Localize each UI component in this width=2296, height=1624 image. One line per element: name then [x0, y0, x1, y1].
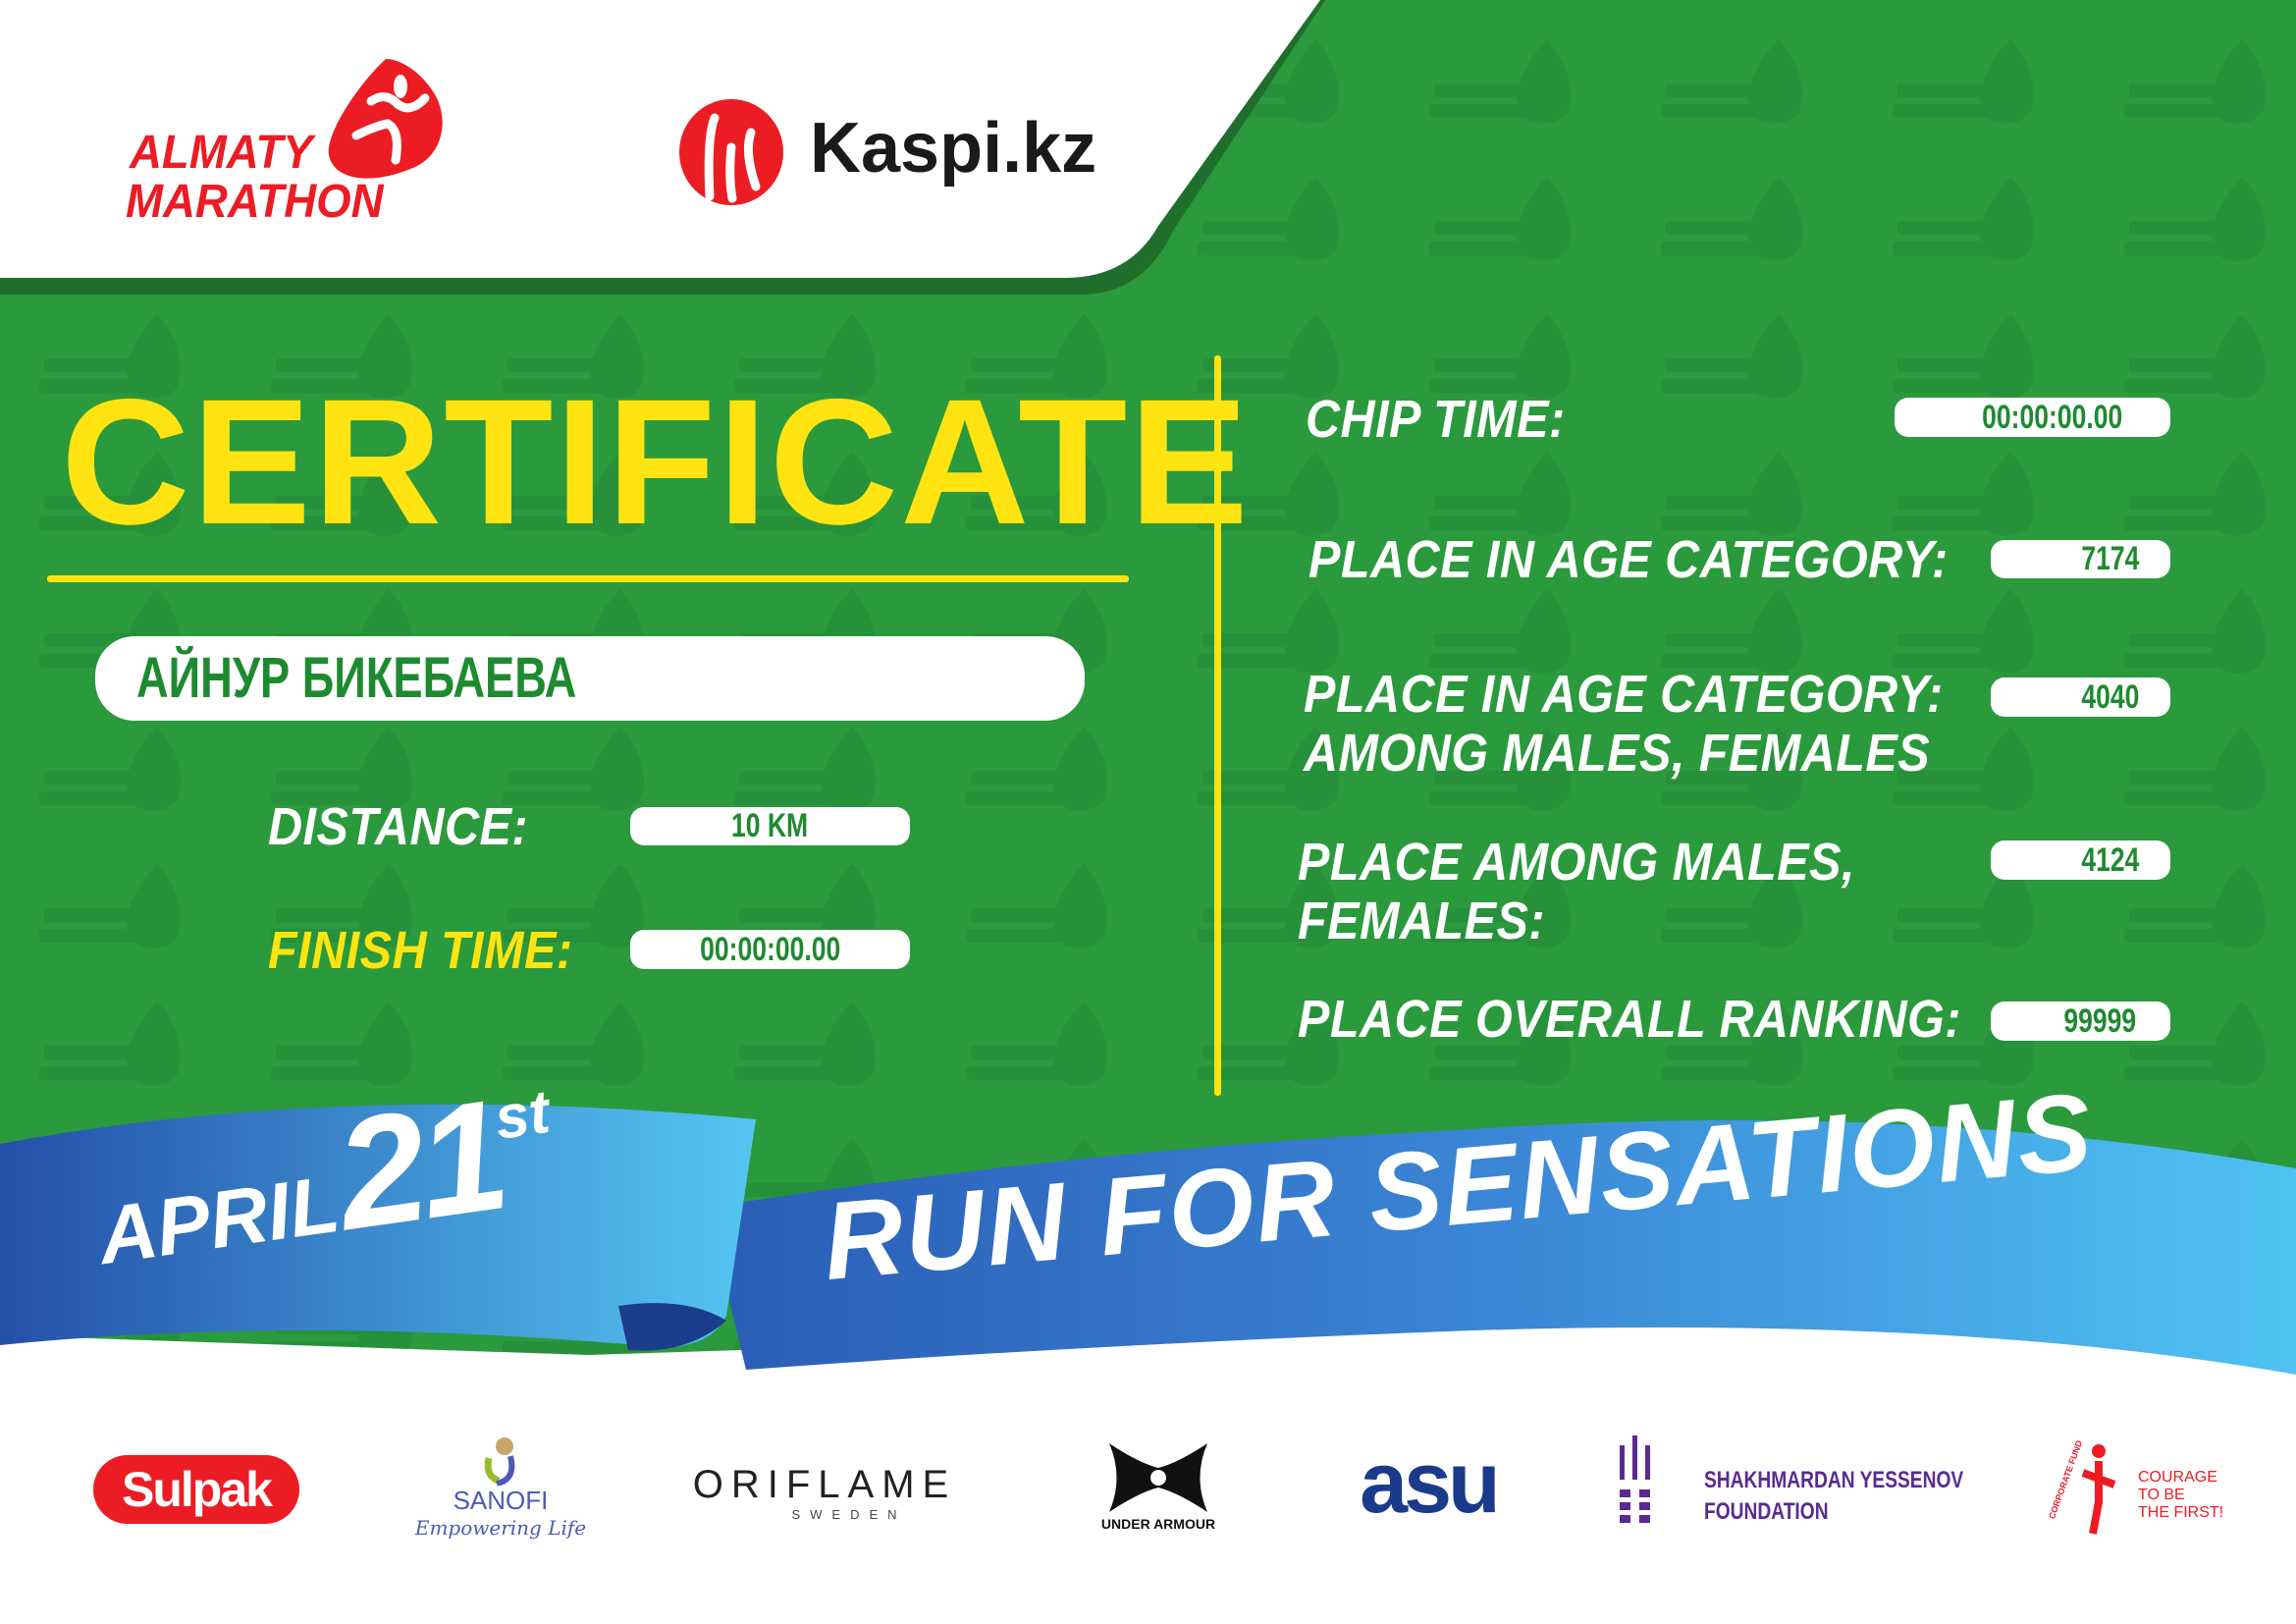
- sponsor-yessenov: SHAKHMARDAN YESSENOV FOUNDATION: [1618, 1435, 1963, 1525]
- participant-name: АЙНУР БИКЕБАЕВА: [136, 646, 577, 710]
- sanofi-bird-icon: [484, 1436, 515, 1486]
- certificate-title: CERTIFICATE: [61, 361, 1251, 562]
- finish-time-value: 00:00:00.00: [630, 930, 910, 969]
- overall-ranking-value: 99999: [1991, 1001, 2170, 1041]
- participant-name-field: АЙНУР БИКЕБАЕВА: [95, 636, 1085, 721]
- courage-figure-icon: [2081, 1444, 2116, 1535]
- gender-place-value-text: 4124: [2080, 840, 2139, 879]
- overall-ranking-value-text: 99999: [2063, 1001, 2137, 1040]
- under-armour-icon: [1109, 1443, 1207, 1512]
- title-underline: [47, 575, 1129, 582]
- sponsor-under-armour: UNDER ARMOUR: [1070, 1438, 1247, 1537]
- kaspi-family-icon: [679, 99, 783, 205]
- vertical-divider: [1214, 355, 1221, 1096]
- finish-time-label: FINISH TIME:: [268, 921, 573, 980]
- overall-ranking-label: PLACE OVERALL RANKING:: [1298, 990, 1961, 1049]
- gender-place-label-1: PLACE AMONG MALES,: [1298, 833, 1855, 892]
- almaty-logo-line1: ALMATY: [130, 127, 313, 179]
- courage-text-1: COURAGE: [2138, 1469, 2217, 1486]
- almaty-marathon-logo: ALMATY MARATHON: [126, 57, 459, 234]
- distance-label: DISTANCE:: [268, 797, 529, 856]
- asu-text: asu: [1360, 1434, 1501, 1531]
- yessenov-text-2: FOUNDATION: [1704, 1498, 1829, 1525]
- sponsor-sanofi: SANOFI Empowering Life: [412, 1429, 589, 1546]
- age-category-value-text: 7174: [2080, 540, 2139, 577]
- age-category-gender-value: 4040: [1991, 677, 2170, 717]
- distance-value-text: 10 KM: [731, 807, 809, 844]
- sponsor-sulpak: Sulpak: [93, 1455, 299, 1524]
- gender-place-value: 4124: [1991, 840, 2170, 880]
- sanofi-text: SANOFI: [453, 1485, 549, 1515]
- event-month: APRIL: [92, 1159, 345, 1282]
- chip-time-label: CHIP TIME:: [1306, 390, 1566, 449]
- courage-text-2: TO BE: [2138, 1487, 2185, 1503]
- event-day-suffix: st: [490, 1077, 555, 1153]
- chip-time-value-text: 00:00:00.00: [1981, 398, 2123, 436]
- yessenov-bars-icon: [1620, 1435, 1650, 1523]
- sponsor-courage-fund: CORPORATE FUND COURAGE TO BE THE FIRST!: [2047, 1435, 2223, 1543]
- under-armour-text: UNDER ARMOUR: [1100, 1516, 1216, 1532]
- almaty-logo-line2: MARATHON: [126, 176, 384, 228]
- finish-time-value-text: 00:00:00.00: [699, 930, 841, 968]
- age-category-gender-label-2: AMONG MALES, FEMALES: [1304, 724, 1931, 783]
- age-category-gender-label-1: PLACE IN AGE CATEGORY:: [1304, 665, 1944, 724]
- oriflame-text: ORIFLAME: [692, 1463, 957, 1506]
- distance-value: 10 KM: [630, 807, 910, 845]
- yessenov-text-1: SHAKHMARDAN YESSENOV: [1704, 1467, 1964, 1493]
- age-category-gender-value-text: 4040: [2080, 677, 2139, 716]
- kaspi-logo: Kaspi.kz: [677, 98, 1096, 206]
- event-day: 21: [326, 1065, 512, 1264]
- sanofi-tagline: Empowering Life: [414, 1515, 587, 1540]
- courage-text-3: THE FIRST!: [2138, 1504, 2224, 1521]
- runner-drop-icon: [328, 59, 443, 179]
- age-category-value: 7174: [1991, 540, 2170, 578]
- chip-time-value: 00:00:00.00: [1895, 398, 2170, 437]
- sponsor-asu: asu: [1345, 1434, 1512, 1532]
- oriflame-sub: SWEDEN: [791, 1507, 907, 1522]
- sulpak-text: Sulpak: [122, 1462, 273, 1517]
- age-category-label: PLACE IN AGE CATEGORY:: [1308, 530, 1949, 589]
- sponsor-oriflame: ORIFLAME SWEDEN: [687, 1458, 962, 1527]
- kaspi-logo-text: Kaspi.kz: [810, 109, 1097, 188]
- gender-place-label-2: FEMALES:: [1298, 892, 1545, 950]
